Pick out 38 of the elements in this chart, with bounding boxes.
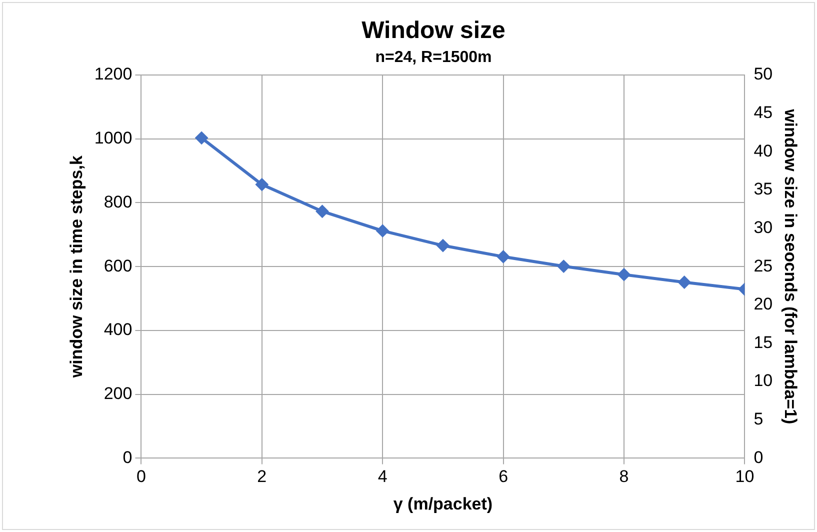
y2-tick-label: 20 [754, 294, 773, 314]
y-tick-label: 1000 [94, 128, 132, 148]
point [678, 276, 691, 289]
x-tick-label: 4 [378, 467, 388, 486]
x-tick-label: 6 [498, 467, 508, 486]
y2-tick-label: 30 [754, 218, 773, 237]
point [496, 250, 510, 264]
point [436, 239, 450, 252]
point [316, 204, 329, 218]
y2-tick-label: 40 [754, 141, 773, 160]
y2-tick-label: 25 [754, 256, 773, 276]
y-tick-label: 600 [104, 256, 132, 276]
y2-tick-label: 35 [754, 180, 773, 199]
chart-subtitle: n=24, R=1500m [375, 48, 492, 66]
point [376, 224, 390, 238]
x-axis-title: γ (m/packet) [393, 494, 493, 514]
x-tick-label: 8 [619, 467, 629, 486]
y2-tick-label: 5 [754, 410, 764, 429]
point [617, 268, 630, 282]
y2-axis-title: window size in seocnds (for lambda=1) [781, 108, 800, 424]
x-tick-label: 10 [735, 467, 754, 486]
y-tick-label: 400 [104, 320, 132, 340]
point [255, 178, 268, 192]
y-tick-label: 200 [104, 384, 132, 404]
y2-tick-label: 0 [754, 448, 764, 467]
y-tick-label: 1200 [94, 64, 132, 84]
y2-tick-label: 10 [754, 371, 773, 390]
chart-title: Window size [362, 17, 506, 44]
x-tick-label: 2 [257, 467, 267, 486]
y2-tick-label: 50 [754, 64, 773, 84]
point [557, 260, 570, 273]
point [195, 131, 208, 144]
x-tick-label: 0 [136, 467, 146, 486]
y-axis-title: window size in time steps,k [66, 155, 86, 379]
y-tick-label: 0 [122, 448, 132, 467]
y2-tick-label: 45 [754, 103, 773, 122]
y2-tick-label: 15 [754, 332, 773, 352]
y-tick-label: 800 [104, 192, 132, 212]
